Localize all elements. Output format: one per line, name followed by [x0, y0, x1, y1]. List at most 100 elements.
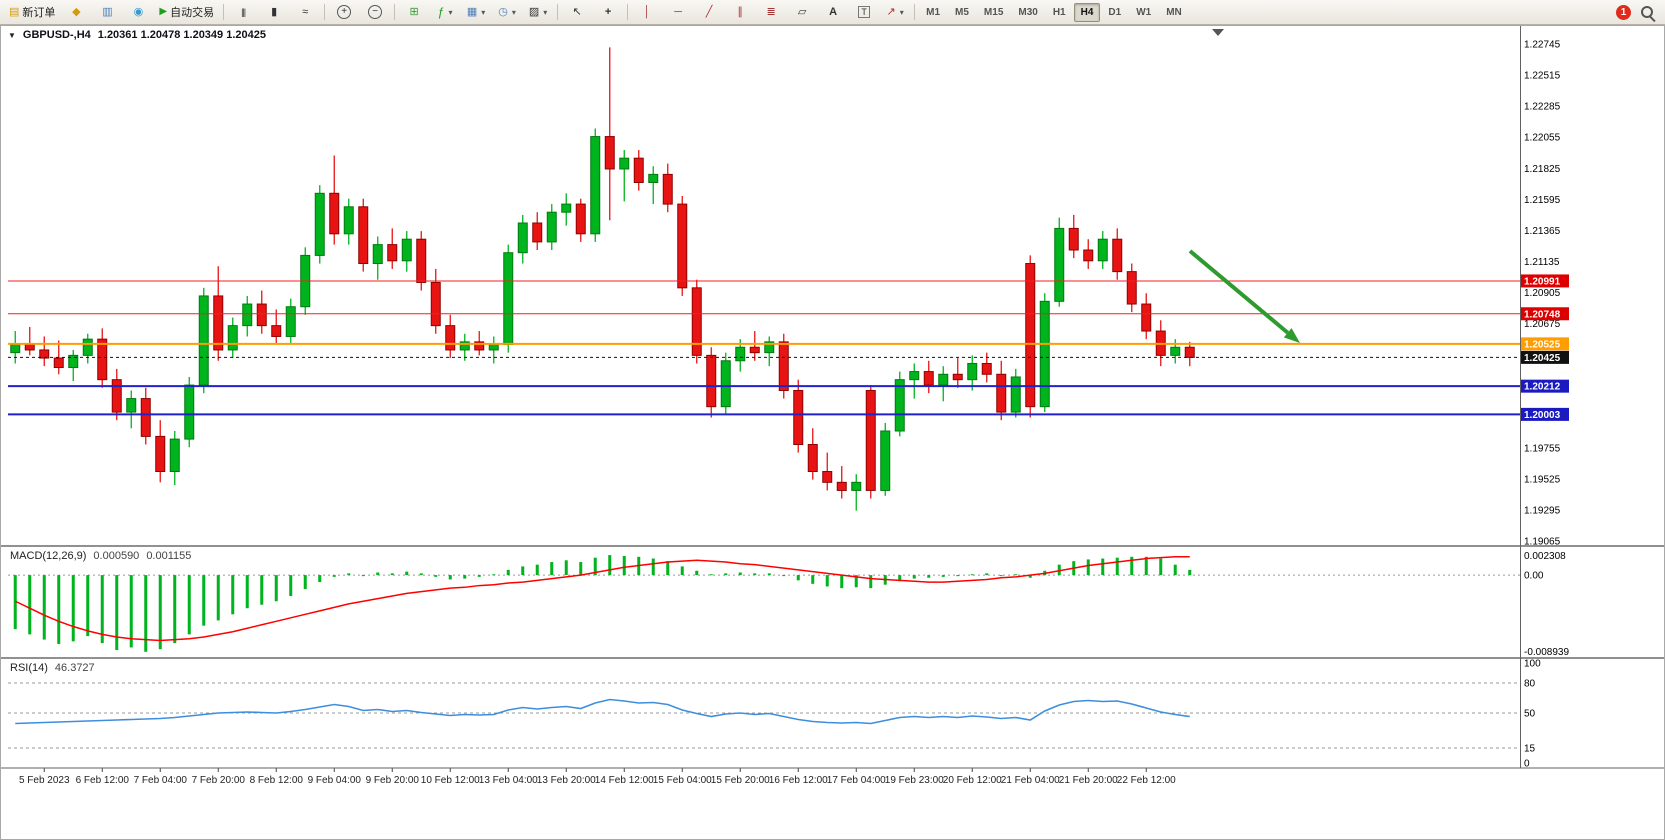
- channel-button[interactable]: ∥: [725, 1, 755, 23]
- candle-body: [97, 338, 108, 381]
- shapes-button[interactable]: ▱: [787, 1, 817, 23]
- time-axis-label: 14 Feb 12:00: [595, 775, 654, 786]
- macd-histogram-bar: [318, 575, 322, 583]
- macd-histogram-bar: [767, 573, 771, 576]
- price-badge: [1521, 274, 1569, 288]
- time-axis-label: 13 Feb 04:00: [479, 775, 538, 786]
- macd-histogram-bar: [811, 575, 815, 584]
- tile-windows-button[interactable]: ⊞: [399, 1, 429, 23]
- trendline-button[interactable]: ╱: [694, 1, 724, 23]
- notification-badge[interactable]: 1: [1616, 4, 1631, 20]
- candle-body: [271, 325, 282, 337]
- templates-button[interactable]: ▨ ▾: [523, 1, 553, 23]
- auto-trading-button[interactable]: ▶ 自动交易: [154, 1, 219, 23]
- macd-histogram-bar: [42, 575, 46, 640]
- arrows-icon: ↗: [886, 5, 896, 18]
- candle-body: [865, 389, 876, 491]
- bar-chart-button[interactable]: |||: [228, 1, 258, 23]
- macd-histogram-bar: [28, 575, 32, 635]
- time-axis-label: 5 Feb 2023: [19, 775, 70, 786]
- candle-body: [938, 373, 949, 386]
- new-order-button[interactable]: ▤ 新订单: [4, 1, 60, 23]
- time-axis-label: 13 Feb 20:00: [537, 775, 596, 786]
- arrow-head: [1283, 328, 1300, 343]
- macd-histogram-bar: [1028, 575, 1032, 578]
- macd-histogram-bar: [898, 575, 902, 582]
- price-badge: [1521, 379, 1569, 393]
- new-chart-button[interactable]: ▦ ▾: [461, 1, 491, 23]
- candle-body: [1010, 376, 1021, 413]
- time-axis-label: 17 Feb 04:00: [827, 775, 886, 786]
- timeframe-h1[interactable]: H1: [1052, 6, 1066, 18]
- chart-group-button[interactable]: ▥: [92, 1, 122, 23]
- candlestick-chart-button[interactable]: ▮: [259, 1, 289, 23]
- collapse-icon[interactable]: ▼: [8, 30, 16, 40]
- timeframe-m5[interactable]: M5: [955, 6, 969, 18]
- timeframe-d1[interactable]: D1: [1108, 6, 1122, 18]
- fibonacci-button[interactable]: ≣: [756, 1, 786, 23]
- price-badge: [1521, 407, 1569, 421]
- macd-histogram-bar: [13, 575, 17, 630]
- shapes-icon: ▱: [797, 5, 807, 18]
- line-chart-button[interactable]: ≈: [290, 1, 320, 23]
- timeframe-w1[interactable]: W1: [1136, 6, 1152, 18]
- macd-value-main: 0.000590: [93, 550, 140, 562]
- macd-histogram-bar: [115, 575, 119, 651]
- chart-canvas[interactable]: 1.22745 1.22515 1.22285 1.22055 1.21825 1.215…: [0, 25, 1665, 840]
- price-axis-label: 1.22515: [1524, 71, 1561, 82]
- top-toolbar: ▤ 新订单 ◆ ▥ ◉ ▶ 自动交易 ||| ▮ ≈ + − ⊞ ƒ ▾ ▦ ▾ ◷…: [0, 0, 1665, 25]
- candle-body: [662, 173, 673, 205]
- candle-body: [10, 344, 21, 354]
- price-axis-label: 1.19525: [1524, 474, 1561, 485]
- crosshair-button[interactable]: +: [593, 1, 623, 23]
- data-window-button[interactable]: ◉: [123, 1, 153, 23]
- label-button[interactable]: T: [849, 1, 879, 23]
- new-chart-icon: ▦: [466, 5, 478, 18]
- chart-shift-marker[interactable]: [1212, 29, 1224, 36]
- macd-histogram-bar: [361, 575, 365, 577]
- time-axis-label: 8 Feb 12:00: [250, 775, 304, 786]
- arrow-object[interactable]: [1188, 249, 1290, 335]
- macd-histogram-bar: [173, 575, 177, 644]
- macd-histogram-bar: [651, 558, 655, 576]
- macd-histogram-bar: [927, 575, 931, 578]
- timeframe-m1[interactable]: M1: [926, 6, 941, 18]
- chart-border: [0, 25, 1665, 840]
- candle-body: [68, 354, 79, 369]
- timeframe-mn[interactable]: MN: [1166, 6, 1182, 18]
- timeframe-m30[interactable]: M30: [1018, 6, 1038, 18]
- price-axis-label: 1.19755: [1524, 443, 1561, 454]
- pane-splitter[interactable]: [0, 545, 1665, 547]
- macd-axis-label: 0.002308: [1524, 551, 1566, 562]
- zoom-out-button[interactable]: −: [360, 1, 390, 23]
- rsi-label: RSI(14): [10, 662, 48, 674]
- time-axis-label: 6 Feb 12:00: [76, 775, 130, 786]
- template-icon: ▨: [528, 5, 540, 18]
- cursor-button[interactable]: ↖: [562, 1, 592, 23]
- arrows-button[interactable]: ↗ ▾: [880, 1, 910, 23]
- text-button[interactable]: A: [818, 1, 848, 23]
- zoom-in-button[interactable]: +: [329, 1, 359, 23]
- price-badge-label: 1.20425: [1524, 353, 1561, 364]
- candle-body: [1184, 346, 1195, 358]
- search-icon[interactable]: [1641, 6, 1653, 18]
- macd-histogram-bar: [535, 564, 539, 576]
- pane-splitter[interactable]: [0, 657, 1665, 659]
- candle-body: [1170, 346, 1181, 356]
- time-axis-label: 15 Feb 04:00: [653, 775, 712, 786]
- horizontal-line-button[interactable]: ─: [663, 1, 693, 23]
- market-watch-icon: ◆: [72, 5, 81, 18]
- candle-body: [401, 238, 412, 262]
- macd-histogram-bar: [724, 573, 728, 576]
- time-axis-label: 10 Feb 12:00: [421, 775, 480, 786]
- time-axis-label: 21 Feb 20:00: [1059, 775, 1118, 786]
- market-watch-button[interactable]: ◆: [61, 1, 91, 23]
- period-button[interactable]: ◷ ▾: [492, 1, 522, 23]
- candle-body: [53, 357, 64, 369]
- candle-body: [561, 203, 572, 213]
- vertical-line-button[interactable]: │: [632, 1, 662, 23]
- timeframe-m15[interactable]: M15: [983, 6, 1004, 18]
- indicators-button[interactable]: ƒ ▾: [430, 1, 460, 23]
- candle-body: [256, 303, 267, 327]
- timeframe-h4[interactable]: H4: [1073, 2, 1101, 22]
